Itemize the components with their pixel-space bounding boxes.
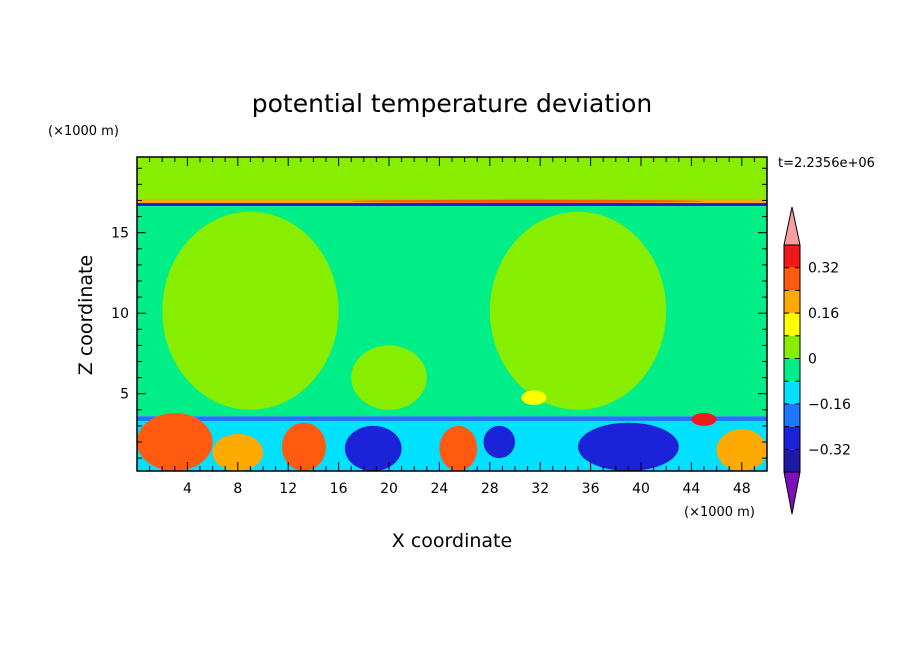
x-tick-label: 44 [682,481,700,497]
x-axis: 4 8 12 16 20 24 28 32 36 40 44 48 [149,157,755,497]
x-tick-label: 48 [733,481,751,497]
colorbar-label: −0.16 [808,397,851,413]
field-patch-5 [483,425,515,459]
field-patch-4 [439,425,478,471]
x-axis-label: X coordinate [392,530,512,552]
field-patch-8 [716,429,767,471]
field-patch-2 [281,422,327,471]
field-patch-3 [344,425,402,471]
colorbar-swatch [784,335,800,359]
field-band-0 [137,157,767,201]
field-band-1 [137,202,767,207]
colorbar-label: 0.32 [808,261,839,277]
field-patch-1 [212,433,263,471]
field-patch-9 [351,199,704,203]
colorbar-swatch [784,381,800,404]
colorbar-swatch [784,313,800,336]
colorbar-swatch [784,358,800,382]
chart-title: potential temperature deviation [252,89,652,118]
x-tick-label: 4 [183,481,192,497]
x-tick-label: 12 [279,481,297,497]
colorbar-min-arrow [783,471,801,515]
colorbar-label: −0.32 [808,442,851,458]
x-tick-label: 40 [632,481,650,497]
colorbar-swatch [784,267,800,291]
field-patch-0 [137,413,213,471]
heatmap-field [137,157,767,471]
colorbar-label: 0 [808,352,817,368]
y-tick-label: 5 [120,387,129,403]
y-axis-label: Z coordinate [75,255,97,375]
y-tick-label: 10 [111,306,129,322]
field-patch-11 [351,345,427,410]
colorbar-swatch [784,245,800,268]
time-label: t=2.2356e+06 [778,156,875,171]
colorbar-max-arrow [783,206,801,246]
field-patch-7 [691,413,717,426]
y-axis: 5 10 15 [111,167,767,459]
x-unit-label: (×1000 m) [684,505,755,520]
y-unit-label: (×1000 m) [48,124,119,139]
x-tick-label: 28 [481,481,499,497]
field-patch-10 [162,211,339,410]
x-tick-label: 8 [233,481,242,497]
colorbar-swatch [784,403,800,427]
colorbar-swatch [784,426,800,450]
x-tick-label: 16 [330,481,348,497]
colorbar-label: 0.16 [808,306,839,322]
y-tick-label: 15 [111,226,129,242]
x-tick-label: 24 [430,481,448,497]
field-patch-6 [578,422,679,471]
x-tick-label: 36 [582,481,600,497]
x-tick-label: 20 [380,481,398,497]
field-patch-12 [489,211,667,410]
x-tick-label: 32 [531,481,549,497]
field-patch-13 [521,390,547,405]
field-band-4 [137,416,767,422]
colorbar-swatch [784,449,800,472]
colorbar-swatch [784,290,800,314]
colorbar: 0.32 0.16 0 −0.16 −0.32 [783,206,851,515]
